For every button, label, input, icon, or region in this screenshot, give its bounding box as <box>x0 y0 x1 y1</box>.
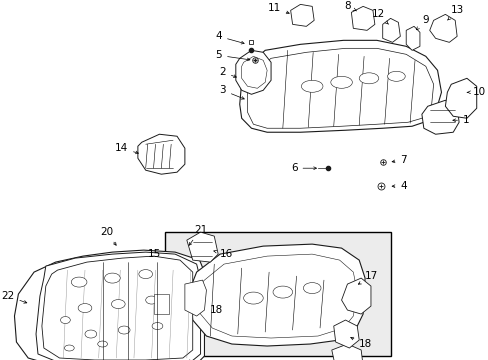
Polygon shape <box>406 26 419 50</box>
Polygon shape <box>36 252 200 360</box>
Ellipse shape <box>359 73 378 84</box>
Bar <box>153 294 169 314</box>
Ellipse shape <box>301 80 322 92</box>
Polygon shape <box>445 78 476 118</box>
Polygon shape <box>15 250 204 360</box>
Ellipse shape <box>387 71 405 81</box>
Text: 2: 2 <box>219 67 236 77</box>
Ellipse shape <box>78 303 92 312</box>
Ellipse shape <box>85 330 97 338</box>
Polygon shape <box>429 14 456 42</box>
Text: 7: 7 <box>391 155 406 165</box>
Polygon shape <box>247 48 433 128</box>
Polygon shape <box>235 50 270 94</box>
Ellipse shape <box>330 76 352 88</box>
Ellipse shape <box>118 326 130 334</box>
Text: 8: 8 <box>344 1 356 12</box>
Text: 20: 20 <box>100 227 116 245</box>
Polygon shape <box>333 320 359 348</box>
Polygon shape <box>138 134 184 174</box>
Ellipse shape <box>152 323 163 329</box>
Polygon shape <box>190 244 365 346</box>
Ellipse shape <box>272 286 292 298</box>
Text: 14: 14 <box>115 143 138 154</box>
Text: 1: 1 <box>452 115 468 125</box>
Text: 4: 4 <box>391 181 406 191</box>
Polygon shape <box>382 18 400 42</box>
Polygon shape <box>421 100 458 134</box>
Ellipse shape <box>303 283 320 293</box>
Polygon shape <box>239 40 441 132</box>
Text: 17: 17 <box>358 271 378 284</box>
Text: 10: 10 <box>466 87 485 97</box>
Ellipse shape <box>139 270 152 279</box>
Polygon shape <box>331 344 363 360</box>
Polygon shape <box>198 254 357 338</box>
Text: 3: 3 <box>219 85 244 99</box>
Ellipse shape <box>98 341 107 347</box>
Text: 18: 18 <box>350 337 372 349</box>
Ellipse shape <box>111 300 125 309</box>
Ellipse shape <box>64 345 74 351</box>
Text: 12: 12 <box>371 9 387 24</box>
Polygon shape <box>184 280 206 316</box>
Text: 9: 9 <box>416 15 427 30</box>
Text: 18: 18 <box>209 305 223 315</box>
Polygon shape <box>186 232 218 262</box>
Text: 19: 19 <box>0 359 1 360</box>
Text: 5: 5 <box>215 50 249 61</box>
Ellipse shape <box>145 296 157 304</box>
Text: 22: 22 <box>1 291 27 303</box>
Text: 21: 21 <box>188 225 207 245</box>
Polygon shape <box>42 256 192 360</box>
Ellipse shape <box>71 277 87 287</box>
Ellipse shape <box>243 292 263 304</box>
Polygon shape <box>290 4 313 26</box>
Polygon shape <box>351 6 374 30</box>
Bar <box>165 232 390 356</box>
Polygon shape <box>341 278 370 314</box>
Text: 13: 13 <box>447 5 464 20</box>
Text: 4: 4 <box>215 31 244 44</box>
Text: 11: 11 <box>267 3 288 14</box>
Polygon shape <box>241 56 266 88</box>
Text: 16: 16 <box>213 249 233 259</box>
Ellipse shape <box>104 273 120 283</box>
Ellipse shape <box>61 316 70 324</box>
Text: 6: 6 <box>290 163 316 173</box>
Text: 15: 15 <box>148 249 161 259</box>
